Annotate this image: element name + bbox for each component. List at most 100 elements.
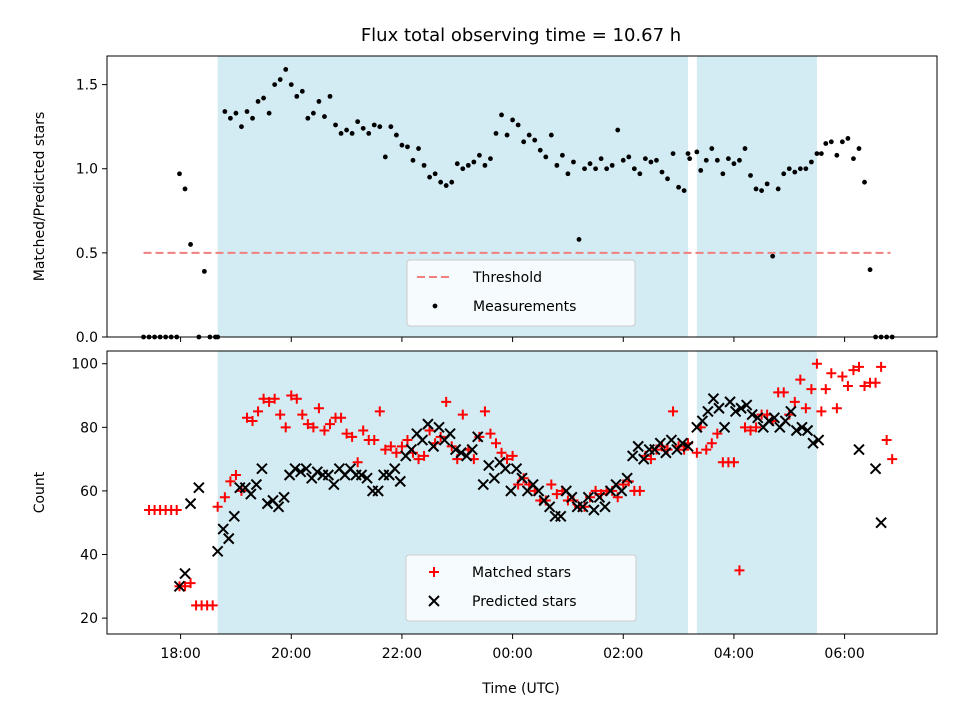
measurement-point — [294, 93, 300, 99]
measurement-point — [454, 161, 460, 167]
measurement-point — [543, 154, 549, 160]
matched-star-point — [734, 565, 745, 576]
predicted-star-point — [729, 405, 742, 418]
axes-frame — [106, 350, 938, 635]
measurement-point — [703, 157, 709, 163]
matched-star-point — [441, 396, 452, 407]
chart-title: Flux total observing time = 10.67 h — [361, 25, 681, 46]
measurement-point — [764, 181, 770, 187]
matched-star-point — [264, 396, 275, 407]
matched-star-point — [358, 425, 369, 436]
matched-star-point — [507, 450, 518, 461]
y-axis-label: Count — [32, 471, 48, 513]
predicted-star-point — [707, 392, 720, 405]
predicted-star-point — [250, 478, 263, 491]
matched-star-point — [585, 492, 596, 503]
matched-star-point — [258, 393, 269, 404]
y-tick-label: 0.0 — [76, 330, 98, 346]
predicted-star-point — [593, 491, 606, 503]
measurement-point — [698, 168, 704, 173]
legend-measurement-swatch — [432, 303, 438, 309]
predicted-star-point — [488, 472, 501, 484]
measurement-point — [283, 67, 289, 72]
matched-star-point — [789, 396, 800, 407]
predicted-star-point — [696, 415, 709, 427]
matched-star-point — [286, 390, 297, 401]
predicted-star-point — [626, 450, 639, 462]
measurement-point — [731, 161, 737, 167]
predicted-star-point — [543, 501, 556, 513]
predicted-star-point — [416, 434, 429, 446]
measurement-point — [548, 132, 554, 138]
measurement-point — [685, 151, 691, 156]
measurement-point — [515, 122, 521, 128]
measurement-point — [355, 119, 361, 125]
predicted-star-point — [245, 488, 257, 500]
predicted-star-point — [278, 491, 290, 503]
predicted-star-point — [256, 462, 268, 475]
predicted-star-point — [682, 440, 694, 453]
measurement-point — [504, 132, 510, 138]
matched-star-point — [171, 504, 182, 515]
legend-box — [406, 259, 636, 327]
matched-star-point — [374, 406, 385, 417]
predicted-star-point — [869, 462, 882, 475]
matched-star-point — [308, 422, 319, 433]
measurement-point — [582, 166, 587, 172]
matched-star-point — [668, 406, 679, 417]
predicted-star-point — [422, 418, 434, 430]
predicted-star-point — [433, 421, 445, 434]
predicted-star-point — [746, 408, 758, 421]
predicted-star-point — [394, 475, 406, 488]
matched-star-point — [413, 454, 424, 465]
measurement-point — [637, 171, 643, 177]
predicted-star-point — [702, 405, 714, 418]
measurement-point — [559, 152, 565, 158]
matched-star-point — [313, 403, 324, 414]
matched-star-point — [457, 409, 468, 420]
predicted-star-point — [217, 523, 229, 535]
matched-star-point — [430, 438, 441, 449]
measurement-point — [493, 131, 499, 136]
matched-star-point — [826, 368, 837, 379]
matched-star-point — [479, 406, 490, 417]
matched-star-point — [496, 447, 507, 458]
x-tick-label: 20:00 — [271, 646, 311, 662]
measurement-point — [537, 147, 543, 153]
predicted-star-point — [621, 472, 633, 484]
y-tick-label: 80 — [80, 420, 98, 436]
measurement-point — [371, 122, 377, 128]
measurement-point — [177, 171, 182, 177]
observing-window-1 — [696, 351, 817, 634]
predicted-star-point — [740, 399, 753, 411]
matched-star-point — [207, 600, 218, 611]
measurement-point — [720, 171, 726, 177]
measurement-point — [182, 186, 188, 192]
predicted-star-point — [812, 434, 825, 446]
measurement-point — [753, 186, 759, 192]
matched-star-point — [701, 444, 712, 455]
predicted-star-point — [449, 443, 462, 456]
measurement-point — [694, 149, 700, 155]
matched-star-point — [280, 422, 291, 433]
measurement-point — [201, 268, 207, 274]
matched-star-point — [546, 479, 557, 490]
measurement-point — [421, 162, 427, 168]
measurement-point — [443, 183, 449, 188]
y-tick-label: 100 — [71, 357, 98, 373]
matched-star-point — [887, 454, 898, 465]
measurement-point — [344, 127, 349, 133]
measurement-point — [631, 166, 637, 172]
predicted-star-point — [615, 485, 628, 497]
x-tick-label: 06:00 — [824, 646, 864, 662]
measurement-point — [845, 136, 851, 141]
measurement-point — [366, 131, 372, 136]
measurement-point — [322, 114, 327, 119]
observing-window-1 — [696, 56, 817, 337]
measurement-point — [737, 157, 742, 163]
measurement-point — [239, 124, 244, 130]
predicted-star-point — [477, 478, 489, 491]
measurement-point — [867, 267, 873, 273]
matched-star-point — [745, 425, 756, 436]
matched-star-point — [336, 412, 347, 423]
